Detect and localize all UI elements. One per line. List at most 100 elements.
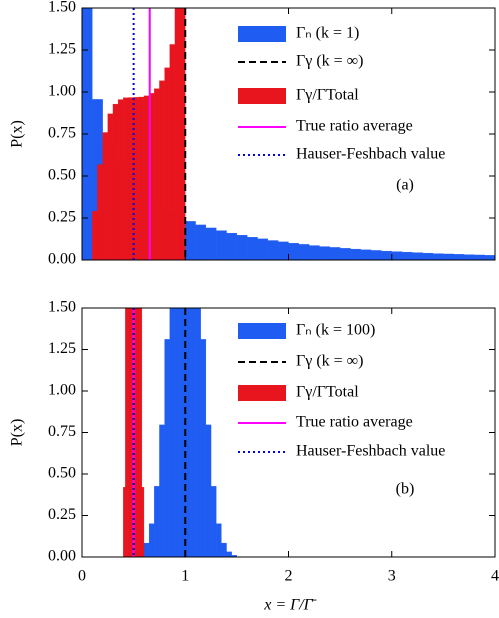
y-tick-label: 1.00 xyxy=(48,382,76,399)
histogram-bar xyxy=(123,487,126,557)
histogram-bar xyxy=(123,97,129,260)
histogram-bar xyxy=(143,542,150,557)
histogram-bar xyxy=(474,254,485,260)
y-tick-label: 0.50 xyxy=(48,167,76,184)
histogram-bar xyxy=(339,248,351,260)
legend-label: Γγ/ΓTotal xyxy=(296,87,359,104)
histogram-bar xyxy=(288,243,299,260)
y-axis-label: P(x) xyxy=(9,419,26,447)
y-tick-label: 1.50 xyxy=(48,0,76,16)
legend-label: Γγ/ΓTotal xyxy=(296,384,359,401)
legend-label: Hauser-Feshbach value xyxy=(296,146,445,163)
histogram-bar xyxy=(360,249,372,260)
histogram-bar xyxy=(278,241,289,260)
x-tick-label: 2 xyxy=(285,568,293,585)
y-tick-label: 0.50 xyxy=(48,465,76,482)
x-tick-label: 1 xyxy=(181,568,189,585)
histogram-bar xyxy=(319,246,330,260)
x-tick-label: 4 xyxy=(491,568,499,585)
histogram-bar xyxy=(210,486,217,557)
histogram-bar xyxy=(138,96,145,260)
y-tick-label: 1.00 xyxy=(48,83,76,100)
histogram-bar xyxy=(129,308,132,557)
histogram-bar xyxy=(453,254,465,260)
histogram-bar xyxy=(164,339,170,557)
histogram-bar xyxy=(141,487,145,557)
histogram-bar xyxy=(164,67,170,260)
histogram-bar xyxy=(236,234,248,260)
plot-area xyxy=(82,8,495,260)
histogram-bar xyxy=(308,245,320,260)
histogram-bar xyxy=(257,238,268,260)
histogram-bar xyxy=(195,224,207,260)
histogram-bar xyxy=(154,486,160,557)
histogram-bar xyxy=(169,44,176,260)
histogram-bar xyxy=(422,252,434,260)
histogram-bar xyxy=(216,230,227,260)
legend-label: Γₙ (k = 1) xyxy=(296,25,359,42)
legend-label: True ratio average xyxy=(296,118,413,135)
legend-swatch xyxy=(238,323,286,339)
y-tick-label: 0.00 xyxy=(48,251,76,268)
histogram-bar xyxy=(401,251,413,260)
legend-label: Γγ (k = ∞) xyxy=(296,53,363,70)
y-tick-label: 1.25 xyxy=(48,41,76,58)
histogram-bar xyxy=(127,308,130,557)
histogram-bar xyxy=(190,308,196,557)
histogram-bar xyxy=(137,308,140,557)
y-tick-label: 1.25 xyxy=(48,340,76,357)
y-tick-label: 0.25 xyxy=(48,506,76,523)
histogram-bar xyxy=(205,424,212,557)
histogram-bar xyxy=(391,251,403,260)
legend-swatch xyxy=(238,26,286,42)
histogram-bar xyxy=(107,113,114,260)
histogram-bar xyxy=(112,103,119,260)
histogram-bar xyxy=(226,232,238,260)
histogram-bar xyxy=(484,255,495,260)
histogram-bar xyxy=(102,132,108,260)
histogram-bar xyxy=(231,555,238,557)
histogram-bar xyxy=(159,424,165,557)
histogram-bar xyxy=(432,253,444,260)
histogram-bar xyxy=(117,99,124,260)
y-tick-label: 0.00 xyxy=(48,548,76,565)
histogram-bar xyxy=(92,210,98,260)
histogram-bar xyxy=(169,308,176,557)
legend-swatch xyxy=(238,385,286,401)
histogram-bar xyxy=(125,308,128,557)
y-tick-label: 1.50 xyxy=(48,299,76,316)
histogram-bar xyxy=(135,308,138,557)
histogram-bar xyxy=(159,80,165,260)
histogram-bar xyxy=(298,244,310,260)
x-tick-label: 0 xyxy=(78,568,86,585)
histogram-bar xyxy=(82,8,93,260)
plot-area xyxy=(123,308,238,557)
histogram-bar xyxy=(226,551,232,557)
histogram-bar xyxy=(443,253,454,260)
histogram-bar xyxy=(463,254,475,260)
histogram-bar xyxy=(133,308,136,557)
y-tick-label: 0.75 xyxy=(48,423,76,440)
histogram-bar xyxy=(195,308,201,557)
histogram-bar xyxy=(139,308,143,557)
histogram-bar xyxy=(350,248,361,260)
histogram-bar xyxy=(174,8,181,260)
panel-label: (b) xyxy=(396,481,415,498)
histogram-bar xyxy=(247,237,258,260)
legend-swatch xyxy=(238,88,286,104)
x-tick-label: 3 xyxy=(388,568,396,585)
legend-label: Hauser-Feshbach value xyxy=(296,443,445,460)
legend-label: Γₙ (k = 100) xyxy=(296,322,375,339)
histogram-bar xyxy=(329,247,341,260)
y-tick-label: 0.25 xyxy=(48,209,76,226)
histogram-bar xyxy=(412,252,423,260)
histogram-bar xyxy=(200,339,207,557)
histogram-bar xyxy=(205,227,217,260)
histogram-bar xyxy=(185,221,196,260)
histogram-bar xyxy=(221,542,227,557)
histogram-bar xyxy=(267,240,279,260)
histogram-bar xyxy=(97,164,103,260)
histogram-bar xyxy=(370,250,382,260)
histogram-bar xyxy=(143,95,150,260)
